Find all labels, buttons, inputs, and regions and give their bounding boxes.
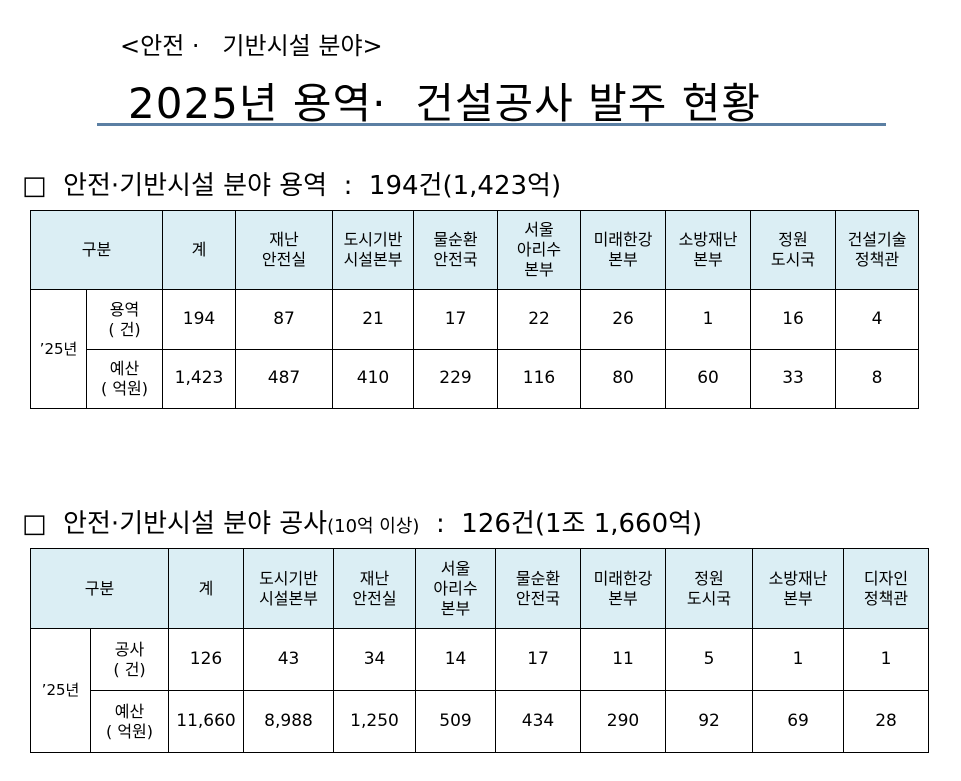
title: 2025년 용역· 건설공사 발주 현황 [128, 79, 762, 128]
cell: 126 [168, 628, 245, 691]
column-header: 도시기반 시설본부 [332, 210, 415, 290]
column-header: 정원 도시국 [750, 210, 837, 290]
cell: 60 [665, 349, 752, 409]
cell: 1 [665, 289, 752, 350]
cell: 1,423 [162, 349, 237, 409]
header-row: 구분 계 도시기반 시설본부 재난 안전실 서울 아리수 본부 물순환 안전국 미래한강 본… [29, 548, 930, 629]
header-row: 구분 계 재난 안전실 도시기반 시설본부 물순환 안전국 서울 아리수 본부 미래한강 본… [29, 210, 920, 290]
row-label: 예산 ( 억원) [85, 349, 164, 409]
column-header: 도시기반 시설본부 [243, 548, 335, 629]
column-header: 소방재난 본부 [665, 210, 752, 290]
cell: 21 [332, 289, 415, 350]
cell: 11,660 [168, 690, 245, 753]
column-header: 정원 도시국 [665, 548, 754, 629]
subtitle: <안전 · 기반시설 분야> [120, 32, 383, 60]
section-heading: □ 안전·기반시설 분야 용역 : 194건(1,423억) [22, 165, 561, 202]
cell: 17 [413, 289, 499, 350]
column-header: 재난 안전실 [235, 210, 334, 290]
cell: 509 [415, 690, 497, 753]
heading-text: □ 안전·기반시설 분야 용역 : 194건(1,423억) [22, 171, 562, 201]
column-header: 재난 안전실 [333, 548, 417, 629]
row-label: 예산 ( 억원) [89, 690, 170, 753]
column-header: 계 [168, 548, 245, 629]
cell: 14 [415, 628, 497, 691]
section-heading: □ 안전·기반시설 분야 공사(10억 이상) : 126건(1조 1,660억… [22, 503, 702, 540]
cell: 80 [580, 349, 667, 409]
cell: 33 [750, 349, 837, 409]
cell: 1 [843, 628, 930, 691]
data-row: ’25년 용역 ( 건) 194 87 21 17 22 26 1 16 4 [30, 289, 920, 409]
cell: 4 [835, 289, 920, 350]
column-header: 물순환 안전국 [413, 210, 499, 290]
cell: 69 [752, 690, 845, 753]
cell: 34 [333, 628, 417, 691]
data-table: 구분 계 재난 안전실 도시기반 시설본부 물순환 안전국 서울 아리수 본부 미래한강 본… [29, 210, 920, 409]
row-label: 공사 ( 건) [89, 628, 170, 691]
cell: 5 [665, 628, 754, 691]
row-label: 용역 ( 건) [85, 289, 164, 350]
cell: 229 [413, 349, 499, 409]
year-label: ’25년 [30, 628, 91, 753]
column-header: 디자인 정책관 [843, 548, 930, 629]
heading-note: (10억 이상) [327, 516, 420, 537]
cell: 87 [235, 289, 334, 350]
cell: 1,250 [333, 690, 417, 753]
data-row: 예산 ( 억원) 11,660 8,988 1,250 509 434 290 92 69 28 [31, 690, 930, 753]
cell: 410 [332, 349, 415, 409]
column-header: 서울 아리수 본부 [415, 548, 497, 629]
column-header: 서울 아리수 본부 [497, 210, 582, 290]
data-row: 예산 ( 억원) 1,423 487 410 229 116 80 60 33 8 [31, 349, 920, 409]
data-table: 구분 계 도시기반 시설본부 재난 안전실 서울 아리수 본부 물순환 안전국 미래한강 본… [29, 548, 930, 753]
heading-text: : 126건(1조 1,660억) [419, 509, 703, 539]
cell: 92 [665, 690, 754, 753]
cell: 28 [843, 690, 930, 753]
cell: 8,988 [243, 690, 335, 753]
cell: 116 [497, 349, 582, 409]
heading-text: □ 안전·기반시설 분야 공사 [22, 509, 328, 539]
cell: 16 [750, 289, 837, 350]
data-row: ’25년 공사 ( 건) 126 43 34 14 17 11 5 1 1 [30, 628, 930, 753]
cell: 1 [752, 628, 845, 691]
cell: 487 [235, 349, 334, 409]
column-header: 소방재난 본부 [752, 548, 845, 629]
group-label: 구분 [29, 210, 164, 290]
cell: 26 [580, 289, 667, 350]
cell: 8 [835, 349, 920, 409]
cell: 434 [495, 690, 582, 753]
column-header: 미래한강 본부 [580, 548, 667, 629]
cell: 22 [497, 289, 582, 350]
cell: 43 [243, 628, 335, 691]
column-header: 미래한강 본부 [580, 210, 667, 290]
year-label: ’25년 [30, 289, 87, 409]
title-rule [97, 123, 886, 126]
cell: 194 [162, 289, 237, 350]
column-header: 계 [162, 210, 237, 290]
group-label: 구분 [29, 548, 170, 629]
cell: 290 [580, 690, 667, 753]
cell: 17 [495, 628, 582, 691]
column-header: 물순환 안전국 [495, 548, 582, 629]
cell: 11 [580, 628, 667, 691]
column-header: 건설기술 정책관 [835, 210, 920, 290]
